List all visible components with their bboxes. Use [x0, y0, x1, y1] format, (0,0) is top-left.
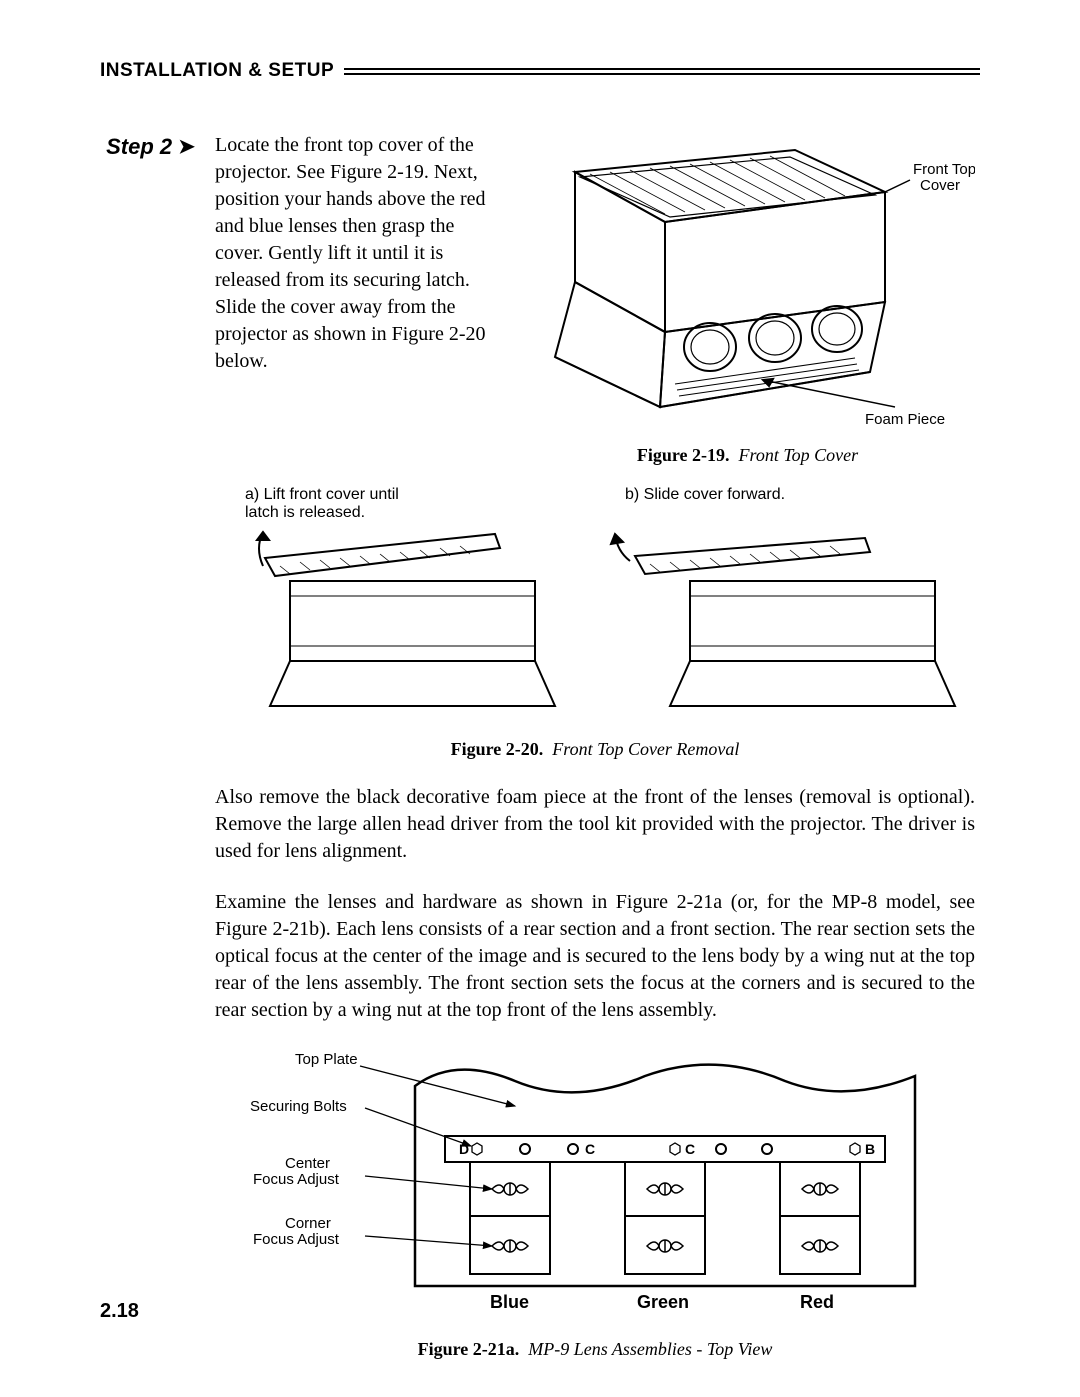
figure-2-19-svg: Front Top Cover Foam Piece — [515, 132, 975, 432]
step-text: Locate the front top cover of the projec… — [215, 132, 495, 375]
figure-2-19: Front Top Cover Foam Piece Figure 2-19. … — [515, 132, 980, 466]
label-red: Red — [800, 1292, 834, 1312]
caption-title: Front Top Cover — [738, 445, 858, 465]
figure-2-21a: D C C B — [215, 1046, 975, 1360]
step-arrow-icon: ➤ — [178, 134, 195, 159]
section-header: INSTALLATION & SETUP — [100, 60, 980, 82]
step-label: Step 2 ➤ — [100, 132, 195, 160]
paragraph-1: Also remove the black decorative foam pi… — [215, 784, 975, 865]
label-corner-focus-1: Corner — [285, 1215, 331, 1232]
figure-2-20-caption: Figure 2-20. Front Top Cover Removal — [215, 739, 975, 760]
caption-title: MP-9 Lens Assemblies - Top View — [528, 1339, 772, 1359]
label-front-top-cover: Front Top — [913, 161, 975, 178]
caption-title: Front Top Cover Removal — [552, 739, 739, 759]
page-number: 2.18 — [100, 1300, 139, 1323]
step-number: Step 2 — [106, 134, 172, 159]
figure-2-21a-svg: D C C B — [215, 1046, 975, 1326]
caption-number: Figure 2-21a. — [418, 1339, 520, 1359]
label-securing-bolts: Securing Bolts — [250, 1098, 347, 1115]
label-blue: Blue — [490, 1292, 529, 1312]
header-rule — [344, 68, 980, 75]
label-top-plate: Top Plate — [295, 1051, 358, 1068]
label-center-focus-1: Center — [285, 1155, 330, 1172]
label-green: Green — [637, 1292, 689, 1312]
plate-letter-c1: C — [585, 1141, 595, 1157]
plate-letter-c2: C — [685, 1141, 695, 1157]
section-title: INSTALLATION & SETUP — [100, 60, 334, 82]
figure-2-20-svg — [215, 526, 975, 726]
fig20-label-b: b) Slide cover forward. — [595, 486, 975, 522]
figure-2-19-caption: Figure 2-19. Front Top Cover — [515, 445, 980, 466]
caption-number: Figure 2-19. — [637, 445, 730, 465]
figure-2-20: a) Lift front cover until latch is relea… — [215, 486, 975, 760]
step-2-block: Step 2 ➤ Locate the front top cover of t… — [100, 132, 980, 466]
label-foam-piece: Foam Piece — [865, 411, 945, 428]
svg-text:Focus Adjust: Focus Adjust — [253, 1171, 340, 1188]
figure-2-21a-caption: Figure 2-21a. MP-9 Lens Assemblies - Top… — [215, 1339, 975, 1360]
svg-text:Cover: Cover — [920, 177, 960, 194]
svg-text:Focus Adjust: Focus Adjust — [253, 1231, 340, 1248]
plate-letter-b: B — [865, 1141, 875, 1157]
caption-number: Figure 2-20. — [451, 739, 544, 759]
fig20-label-a: a) Lift front cover until latch is relea… — [215, 486, 595, 522]
paragraph-2: Examine the lenses and hardware as shown… — [215, 889, 975, 1024]
